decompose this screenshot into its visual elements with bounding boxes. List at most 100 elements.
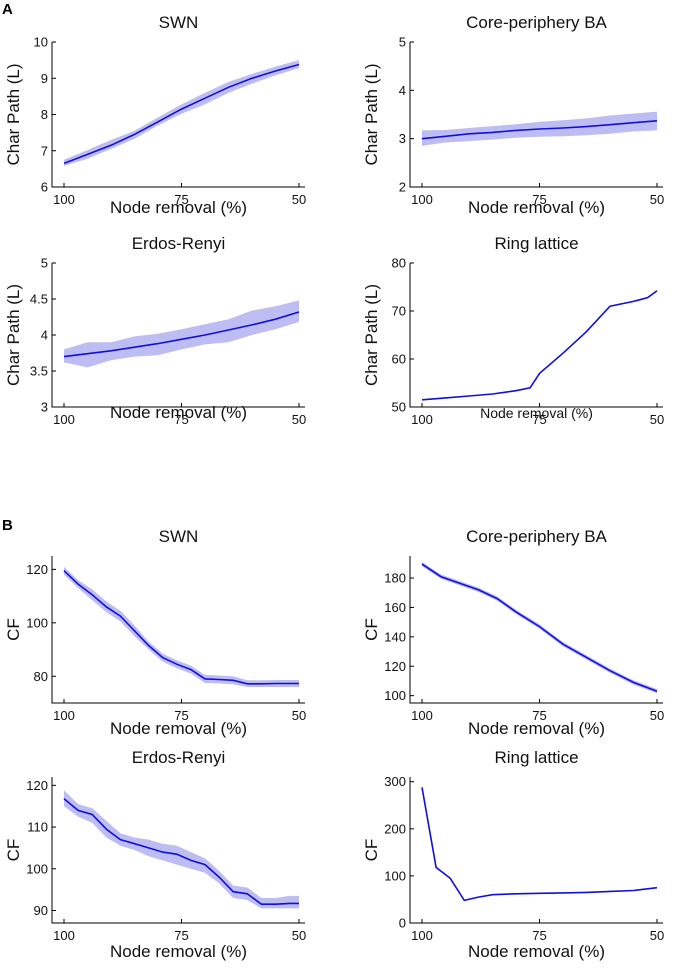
x-tick-label: 50 <box>292 192 306 207</box>
x-tick-label: 100 <box>53 412 75 427</box>
series-line <box>63 63 300 165</box>
y-tick-label: 60 <box>392 352 406 367</box>
chart-panel-1: 6 7 8 9 10 100 75 50 SWN Node removal (%) Char Pat… <box>4 13 306 217</box>
series-line <box>421 290 658 401</box>
confidence-band <box>64 790 299 909</box>
y-axis-label: Char Path (L) <box>4 284 23 386</box>
y-tick-label: 4 <box>399 83 406 98</box>
x-axis-label: Node removal (%) <box>110 403 247 422</box>
x-tick-label: 75 <box>532 928 546 943</box>
y-tick-label: 3.5 <box>30 364 48 379</box>
chart-panel-7: 90 100 110 120 100 75 50 Erdos-Renyi Node remova… <box>4 748 306 961</box>
y-tick-label: 300 <box>384 774 406 789</box>
y-tick-label: 4 <box>41 328 48 343</box>
y-tick-label: 120 <box>26 562 48 577</box>
y-tick-label: 160 <box>384 600 406 615</box>
series-line <box>63 798 299 905</box>
confidence-band <box>64 566 299 687</box>
chart-panel-6: 100 120 140 160 180 100 75 50 Core-periphery BA N… <box>362 527 664 738</box>
x-tick-label: 75 <box>532 412 546 427</box>
y-tick-label: 200 <box>384 821 406 836</box>
y-tick-label: 110 <box>27 820 48 835</box>
x-tick-label: 50 <box>292 412 306 427</box>
x-tick-label: 100 <box>411 928 433 943</box>
x-tick-label: 75 <box>174 412 188 427</box>
y-tick-label: 8 <box>41 107 48 122</box>
x-axis-label: Node removal (%) <box>480 405 593 421</box>
chart-title: Ring lattice <box>494 234 578 253</box>
y-tick-label: 70 <box>392 304 406 319</box>
x-tick-label: 100 <box>53 708 75 723</box>
x-tick-label: 100 <box>53 192 75 207</box>
y-tick-label: 100 <box>384 868 406 883</box>
y-tick-label: 120 <box>384 659 406 674</box>
y-tick-label: 3 <box>399 131 406 146</box>
x-tick-label: 75 <box>532 192 546 207</box>
x-tick-label: 50 <box>650 412 664 427</box>
y-axis-label: Char Path (L) <box>4 63 23 165</box>
x-tick-label: 50 <box>650 928 664 943</box>
chart-panel-2: 2 3 4 5 100 75 50 Core-periphery BA Node removal… <box>362 13 664 217</box>
chart-title: SWN <box>159 13 199 32</box>
y-tick-label: 50 <box>392 400 406 415</box>
x-axis-label: Node removal (%) <box>468 719 605 738</box>
confidence-band <box>64 300 299 368</box>
series-line <box>63 311 300 358</box>
chart-title: Core-periphery BA <box>466 527 607 546</box>
chart-title: Erdos-Renyi <box>132 234 226 253</box>
y-tick-label: 3 <box>41 400 48 415</box>
x-tick-label: 75 <box>174 708 188 723</box>
chart-title: SWN <box>159 527 199 546</box>
chart-panel-3: 3 3.5 4 4.5 5 100 75 50 Erdos-Renyi Node removal … <box>4 234 306 427</box>
x-tick-label: 75 <box>174 928 188 943</box>
x-axis-label: Node removal (%) <box>110 942 247 961</box>
x-tick-label: 100 <box>411 708 433 723</box>
y-tick-label: 10 <box>34 35 48 50</box>
x-tick-label: 75 <box>532 708 546 723</box>
axis-lines <box>51 777 305 924</box>
x-tick-label: 50 <box>292 928 306 943</box>
axis-lines <box>409 777 663 924</box>
confidence-band <box>422 561 657 694</box>
y-tick-label: 120 <box>26 778 48 793</box>
y-tick-label: 6 <box>41 180 48 195</box>
chart-title: Ring lattice <box>494 748 578 767</box>
axis-lines <box>51 556 305 704</box>
y-tick-label: 9 <box>41 71 48 86</box>
x-axis-label: Node removal (%) <box>110 198 247 217</box>
y-axis-label: CF <box>4 839 23 862</box>
y-tick-label: 2 <box>399 180 406 195</box>
x-axis-label: Node removal (%) <box>468 198 605 217</box>
chart-panel-8: 0 100 200 300 100 75 50 Ring lattice Node remova… <box>362 748 664 961</box>
y-tick-label: 7 <box>41 143 48 158</box>
x-tick-label: 75 <box>174 192 188 207</box>
x-tick-label: 100 <box>411 192 433 207</box>
y-axis-label: CF <box>362 839 381 862</box>
axis-lines <box>409 556 663 704</box>
series-line <box>421 787 658 902</box>
y-tick-label: 4.5 <box>30 292 48 307</box>
x-tick-label: 50 <box>292 708 306 723</box>
x-tick-label: 50 <box>650 192 664 207</box>
y-tick-label: 80 <box>34 669 48 684</box>
x-tick-label: 50 <box>650 708 664 723</box>
axis-lines <box>409 263 663 408</box>
series-line <box>63 570 299 685</box>
y-tick-label: 90 <box>34 903 48 918</box>
chart-panel-5: 80 100 120 100 75 50 SWN Node removal (%) CF <box>4 527 306 738</box>
y-tick-label: 80 <box>392 256 406 271</box>
y-axis-label: Char Path (L) <box>362 284 381 386</box>
y-tick-label: 140 <box>384 629 406 644</box>
y-tick-label: 180 <box>384 571 406 586</box>
x-tick-label: 100 <box>53 928 75 943</box>
series-line <box>421 563 658 692</box>
y-tick-label: 5 <box>41 256 48 271</box>
y-tick-label: 5 <box>399 35 406 50</box>
y-tick-label: 0 <box>399 916 406 931</box>
panel-label-b: B <box>2 517 13 534</box>
series-line <box>421 120 658 140</box>
y-tick-label: 100 <box>384 688 406 703</box>
x-tick-label: 100 <box>411 412 433 427</box>
